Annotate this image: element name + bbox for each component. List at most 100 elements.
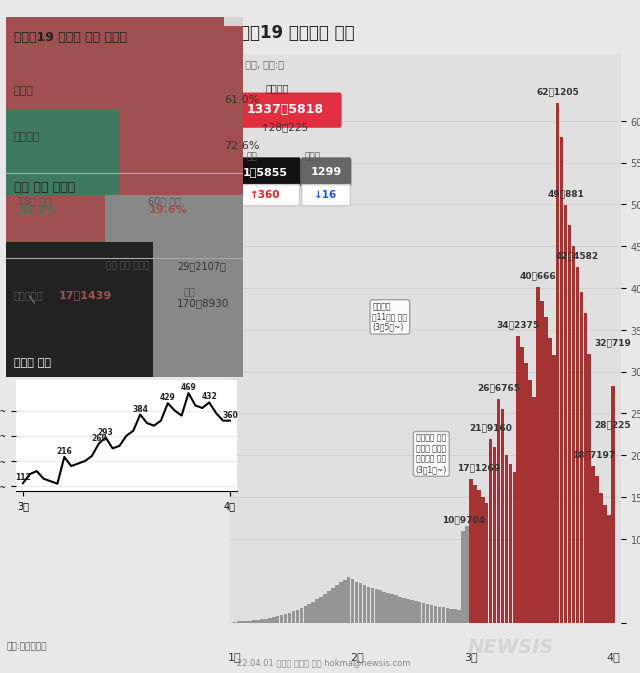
Bar [524, 363, 528, 623]
Text: 384: 384 [132, 404, 148, 413]
Bar [252, 621, 256, 623]
Bar [272, 617, 276, 623]
FancyBboxPatch shape [0, 0, 291, 220]
Text: 61.0%: 61.0% [224, 95, 259, 104]
Text: 영업시간
밤11시로 연장
(3월5일~): 영업시간 밤11시로 연장 (3월5일~) [372, 302, 408, 332]
Bar [604, 505, 607, 623]
FancyBboxPatch shape [0, 0, 224, 220]
Bar [438, 606, 441, 623]
Text: 17만1269: 17만1269 [457, 464, 500, 472]
FancyBboxPatch shape [230, 184, 300, 206]
Bar [398, 596, 402, 623]
Bar [355, 581, 358, 623]
Bar [319, 596, 323, 623]
Text: 62만1205: 62만1205 [536, 87, 579, 96]
Bar [312, 602, 315, 623]
Text: 269: 269 [91, 433, 107, 443]
Bar [595, 476, 599, 623]
Text: ↓16: ↓16 [314, 190, 338, 200]
Bar [473, 485, 477, 623]
Bar [548, 339, 552, 623]
Bar [402, 598, 406, 623]
Text: 3월: 3월 [464, 651, 478, 662]
Text: 22.04.01 안지혜 그래픽 기자 hokma@newsis.com: 22.04.01 안지혜 그래픽 기자 hokma@newsis.com [237, 658, 410, 667]
FancyBboxPatch shape [301, 157, 351, 188]
Text: 0시 기준, 단위:명: 0시 기준, 단위:명 [230, 59, 284, 69]
Bar [520, 347, 524, 623]
Bar [516, 336, 520, 623]
Bar [429, 605, 433, 623]
Bar [327, 591, 331, 623]
Text: 72.6%: 72.6% [224, 141, 260, 151]
FancyBboxPatch shape [228, 157, 301, 188]
FancyBboxPatch shape [0, 242, 153, 485]
Bar [300, 608, 303, 623]
Text: 사망: 사망 [246, 152, 257, 161]
Text: 사망자 추이: 사망자 추이 [13, 358, 51, 368]
Bar [580, 292, 583, 623]
Text: 전체: 전체 [184, 286, 196, 296]
Bar [552, 355, 556, 623]
Bar [477, 491, 481, 623]
Bar [323, 594, 327, 623]
Bar [434, 606, 437, 623]
Bar [371, 588, 374, 623]
Bar [426, 604, 429, 623]
Bar [493, 447, 497, 623]
Text: 1299: 1299 [310, 167, 342, 177]
Bar [268, 618, 271, 623]
Text: 60세 이상: 60세 이상 [148, 196, 182, 206]
Bar [540, 301, 544, 623]
Bar [529, 380, 532, 623]
Text: 360: 360 [222, 411, 238, 419]
Text: 432: 432 [202, 392, 217, 401]
Bar [280, 615, 284, 623]
Text: 수도권: 수도권 [13, 85, 33, 96]
Bar [232, 622, 236, 623]
Bar [564, 205, 568, 623]
Text: 112: 112 [15, 473, 31, 482]
Text: 28만225: 28만225 [595, 420, 631, 429]
Bar [307, 604, 311, 623]
FancyBboxPatch shape [0, 195, 293, 438]
Bar [449, 608, 453, 623]
Bar [331, 588, 335, 623]
Bar [256, 620, 260, 623]
Text: 코로나19 위중증 병상 가동률: 코로나19 위중증 병상 가동률 [13, 31, 127, 44]
Text: 469: 469 [180, 383, 196, 392]
Text: 170만8930: 170만8930 [177, 299, 229, 309]
Text: 34만2375: 34만2375 [497, 320, 540, 330]
Bar [461, 531, 465, 623]
Text: 누적확진: 누적확진 [266, 83, 289, 93]
Text: 293: 293 [98, 427, 113, 437]
Bar [418, 602, 422, 623]
Bar [560, 137, 563, 623]
Text: 17만1439: 17만1439 [58, 291, 112, 300]
Text: 21만9160: 21만9160 [469, 423, 512, 433]
Bar [410, 600, 413, 623]
Text: 23.1%: 23.1% [19, 205, 57, 215]
Text: 코로나19 신규확진 추이: 코로나19 신규확진 추이 [230, 24, 355, 42]
Text: 자료:질병관리청: 자료:질병관리청 [6, 643, 47, 651]
Bar [244, 621, 248, 623]
Text: 신규 재택 치료자: 신규 재택 치료자 [106, 262, 149, 271]
Text: 4월: 4월 [606, 651, 620, 662]
Bar [237, 621, 240, 623]
Bar [505, 455, 508, 623]
Bar [445, 608, 449, 623]
Bar [500, 409, 504, 623]
Bar [276, 616, 280, 623]
Bar [335, 586, 339, 623]
Bar [513, 472, 516, 623]
Bar [284, 614, 287, 623]
Bar [485, 503, 488, 623]
Text: 49만881: 49만881 [547, 190, 584, 199]
Bar [544, 317, 548, 623]
Bar [591, 466, 595, 623]
Bar [442, 608, 445, 623]
Text: 1만5855: 1만5855 [243, 167, 287, 177]
Bar [394, 596, 398, 623]
Bar [422, 603, 426, 623]
Bar [387, 593, 390, 623]
Text: 2월: 2월 [349, 651, 364, 662]
